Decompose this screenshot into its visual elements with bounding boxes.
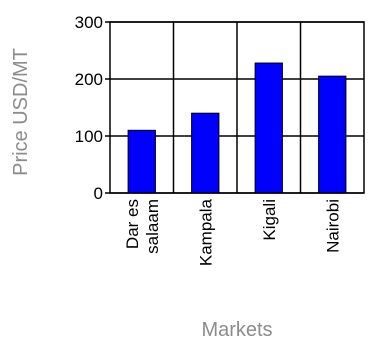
y-tick-label: 0 bbox=[94, 184, 103, 203]
y-tick-labels: 0 100 200 300 bbox=[75, 13, 103, 203]
bar bbox=[318, 75, 347, 194]
x-tick-label: Kampala bbox=[196, 198, 215, 266]
bars-layer bbox=[127, 62, 347, 194]
bar bbox=[254, 62, 283, 194]
y-tick-label: 100 bbox=[75, 127, 103, 146]
y-tick-label: 200 bbox=[75, 70, 103, 89]
plot-border bbox=[109, 21, 365, 194]
y-axis-title: Price USD/MT bbox=[10, 48, 32, 176]
x-axis-title: Markets bbox=[201, 319, 272, 341]
x-tick-label: Kigali bbox=[260, 199, 279, 241]
x-tick-label: Dar es bbox=[123, 199, 142, 249]
x-tick-label: Nairobi bbox=[323, 199, 342, 253]
x-tick-label: salaam bbox=[143, 199, 162, 254]
y-tick-label: 300 bbox=[75, 13, 103, 32]
bar bbox=[127, 129, 156, 194]
x-tick-labels: Dar es salaam Kampala Kigali Nairobi bbox=[123, 198, 343, 266]
bar bbox=[191, 112, 220, 194]
plot-frame bbox=[105, 21, 365, 194]
